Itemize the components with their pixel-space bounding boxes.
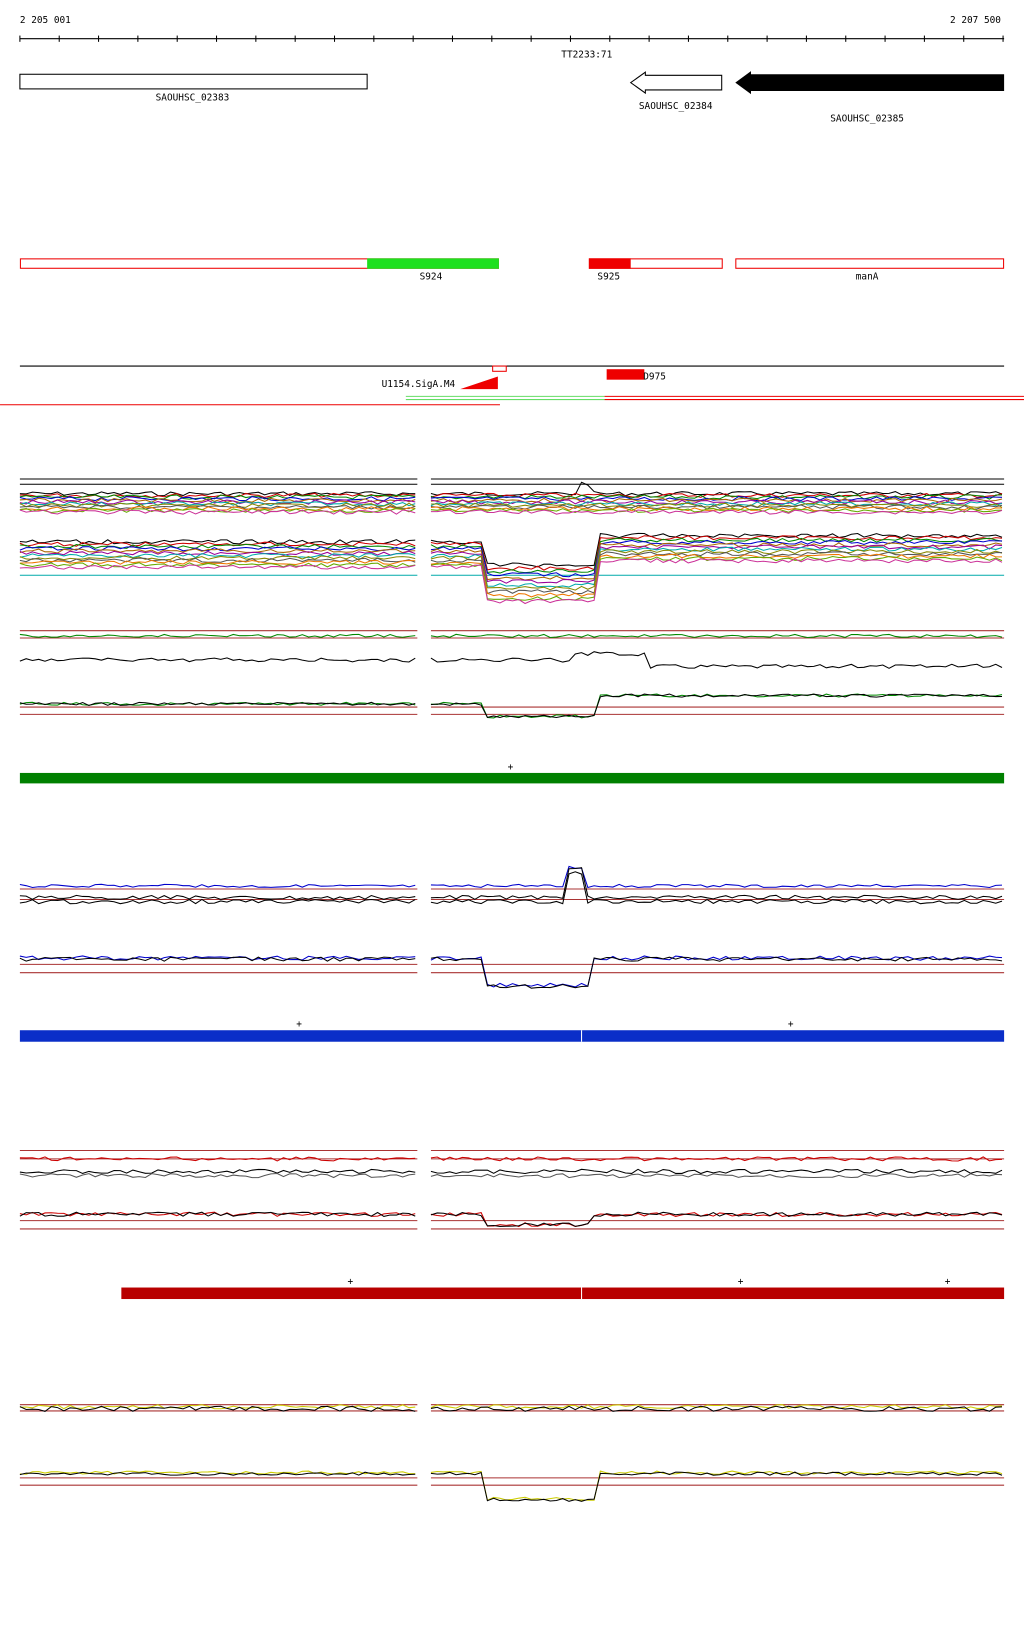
expression-profile [19,633,416,638]
gene-label: SAOUHSC_02384 [639,101,713,112]
expression-profile [430,553,1003,598]
expression-profile [430,532,1003,568]
expression-profile [19,894,416,900]
genes: SAOUHSC_02383 SAOUHSC_02384 SAOUHSC_0238… [19,71,1005,124]
ruler-start: 2 205 001 [20,15,71,26]
expression-profile [430,1173,1003,1179]
expression-profile [19,956,416,962]
expression-profile [19,550,416,556]
expression-profile [19,883,416,888]
site[interactable] [460,376,498,390]
expression-profile [430,651,1003,669]
site-label: D975 [643,372,666,383]
expression-profile [430,551,1003,595]
feature-highlight [367,258,499,269]
ruler-end: 2 207 500 [950,15,1001,26]
expression-profile [430,1470,1003,1502]
expression-profile [430,1211,1003,1227]
expression-profile [430,509,1003,515]
strand-mark: + [738,1276,744,1287]
expression-profile [430,1404,1003,1410]
expression-profile [430,1168,1003,1175]
expression-profile [430,539,1003,578]
expression-profile [19,539,416,545]
expression-profile [19,955,416,961]
expression-profile [19,504,416,510]
site[interactable] [606,369,645,380]
expression-profile [430,506,1003,512]
expression-profile [430,492,1003,498]
expression-profile [19,1172,416,1179]
expression-profile [430,494,1003,500]
expression-profile [19,898,416,905]
expression-profile [19,543,416,549]
gene[interactable] [629,71,723,95]
expression-profile [430,633,1003,639]
feature[interactable] [735,258,1005,269]
expression-profile [430,548,1003,591]
sites: U1154.SigA.M4 D975 [0,365,1024,406]
expression-profile [19,509,416,515]
expression-profile [430,956,1003,989]
expression-profile [19,657,416,663]
features: S924 S925 manA [19,258,1005,282]
ruler: 2 205 001 2 207 500 TT2233:71 [19,15,1005,61]
expression-profile [430,558,1003,605]
expression-profile [19,548,416,554]
expression-profile [430,867,1003,901]
expression-profile [430,535,1003,571]
expression-profile [430,693,1003,719]
expression-profile [19,555,416,561]
feature-label: manA [856,271,879,282]
expression-profile [430,555,1003,601]
expression-profile [19,491,416,497]
expression-profile [19,557,416,563]
strand-bar [121,1287,1005,1300]
strand-mark: + [945,1276,951,1287]
strand-bar [19,772,1005,784]
gene-label: SAOUHSC_02383 [156,92,230,103]
feature-label: S924 [420,271,443,282]
expression-profile [19,564,416,570]
strand-bars: + + + + + + [19,762,1005,1300]
ruler-marker: TT2233:71 [561,50,612,61]
strand-mark: + [348,1276,354,1287]
expression-profile [19,494,416,500]
feature-label: S925 [597,271,620,282]
expression-profile [430,871,1003,905]
strand-mark: + [788,1019,794,1030]
site-label: U1154.SigA.M4 [382,379,456,390]
gene[interactable] [19,73,368,90]
expression-profile [19,541,416,547]
expression-profile [430,1471,1003,1502]
feature-highlight [588,258,631,269]
expression-profile [19,553,416,559]
expression-profile [19,559,416,566]
strand-bar [19,1030,1005,1042]
expression-profile [19,1211,416,1217]
gene-label: SAOUHSC_02385 [830,113,904,124]
expression-profile [19,562,416,568]
expression-profile [430,1405,1003,1412]
expression-profile [430,865,1003,889]
strand-mark: + [296,1019,302,1030]
expression-profile [19,502,416,509]
expression-profile [19,1471,416,1476]
expression-profile [19,701,416,707]
expression-profile [430,497,1003,504]
expression-profile [430,1156,1003,1162]
expression-tracks [19,478,1005,1502]
expression-profile [19,1405,416,1412]
gene[interactable] [735,71,1005,95]
strand-mark: + [508,762,514,773]
expression-profile [19,1156,416,1162]
expression-profile [430,502,1003,508]
site-marker [492,365,507,372]
expression-profile [19,506,416,512]
expression-profile [430,544,1003,584]
expression-profile [19,1168,416,1174]
